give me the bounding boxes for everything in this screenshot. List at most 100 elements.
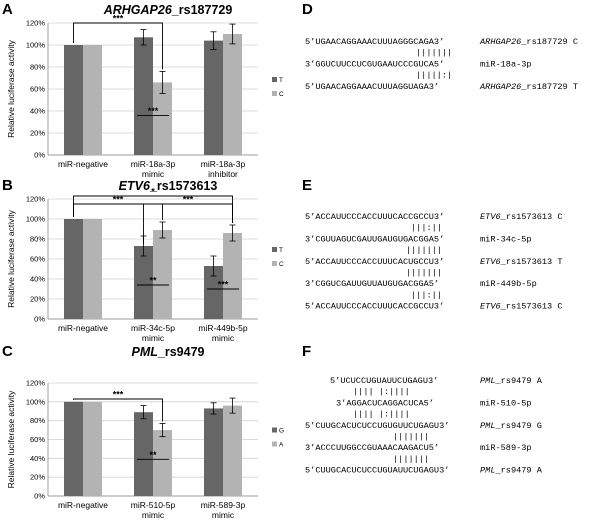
chart-c-y-axis-label: Relative luciferase activity <box>6 390 16 489</box>
chart-a-category-label: miR-negative <box>58 159 108 169</box>
chart-a-legend-swatch <box>272 77 277 82</box>
chart-b-bar <box>64 219 83 319</box>
chart-b-bar <box>83 219 102 319</box>
chart-a-category-label: miR-18a-3p <box>131 159 176 169</box>
alignment-f: 5’UCUCCUGUAUUCUGAGU3’ PML_rs9479 A|||| |:… <box>305 376 543 476</box>
chart-c-ytick-label: 80% <box>30 416 45 425</box>
alignment-e-sequence: 5’ACCAUUCCCACCUUUCACCGCCU3’ <box>305 302 444 312</box>
alignment-f-label-gene: PML <box>480 421 495 431</box>
alignment-e-label-gene: ETV6 <box>480 212 501 222</box>
chart-c-bar <box>83 401 102 496</box>
chart-c-title-gene: PML <box>132 345 158 359</box>
chart-b-category-label: mimic <box>212 333 235 343</box>
alignment-d-sequence: 5’UGAACAGGAAACUUUAGGUAGA3’ <box>305 82 439 92</box>
chart-c-legend-swatch <box>272 441 277 447</box>
chart-b-sig-label: *** <box>113 195 124 205</box>
chart-a-ytick-label: 0% <box>34 151 45 160</box>
chart-c-ytick-label: 0% <box>34 492 45 501</box>
alignment-f-label-gene: PML <box>480 466 495 476</box>
chart-c-ytick-label: 20% <box>30 473 45 482</box>
alignment-d-label-text: miR-18a-3p <box>480 59 532 69</box>
chart-b-category-label: miR-34c-5p <box>131 323 175 333</box>
chart-c: 0% 20% 40% 60% 80% 100% 120% Relative luciferas… <box>6 379 284 521</box>
chart-b-sig-label: * <box>151 187 155 197</box>
alignment-e-label: ETV6_rs1573613 T <box>480 257 563 267</box>
chart-a-bar <box>64 45 83 155</box>
chart-b-ytick-label: 20% <box>30 295 45 304</box>
chart-a-ytick-label: 80% <box>30 63 45 72</box>
alignment-e-label-text: _rs1573613 C <box>500 302 563 312</box>
chart-a-bar <box>223 34 242 155</box>
chart-b-legend-label: T <box>279 247 283 254</box>
chart-c-ytick-label: 100% <box>26 397 46 406</box>
chart-b-ytick-label: 60% <box>30 255 45 264</box>
chart-a-bar <box>134 37 153 155</box>
panel-label-c: C <box>2 343 13 360</box>
alignment-f-pairing: ||||||| <box>393 454 429 464</box>
alignment-d-label-text: _rs187729 C <box>520 37 578 47</box>
alignment-f-sequence: 3’AGGACUCAGGACUCA5’ <box>336 398 434 408</box>
chart-b: 0% 20% 40% 60% 80% 100% 120% Relative luciferas… <box>6 187 284 344</box>
chart-b-ytick-label: 80% <box>30 235 45 244</box>
chart-c-bar <box>64 401 83 496</box>
chart-b-title: ETV6_rs1573613 <box>119 179 218 193</box>
chart-a-bar <box>153 82 172 155</box>
alignment-f-label: PML_rs9479 A <box>480 376 543 386</box>
alignment-f-pairing: |||| |:|||| <box>353 387 410 397</box>
chart-c-legend-swatch <box>272 427 277 433</box>
chart-a-legend-label: C <box>279 91 284 98</box>
chart-a-ytick-label: 40% <box>30 107 45 116</box>
alignment-f-pairing: |||| |:|||| <box>353 410 410 420</box>
chart-b-sig-bracket <box>73 203 163 220</box>
alignment-f-pairing: ||||||| <box>393 432 429 442</box>
chart-a-y-axis-label: Relative luciferase activity <box>6 39 16 138</box>
chart-c-ytick-label: 120% <box>26 379 46 388</box>
chart-a-category-label: inhibitor <box>208 169 238 179</box>
chart-b-sig-label: ** <box>149 276 157 286</box>
alignment-d-label: miR-18a-3p <box>480 59 532 69</box>
chart-a-title: ARHGAP26_rs187729 <box>103 3 233 17</box>
chart-b-bar <box>204 266 223 319</box>
chart-b-title-gene: ETV6 <box>119 179 151 193</box>
chart-c-bar <box>153 430 172 496</box>
chart-a-title-gene: ARHGAP26 <box>103 3 173 17</box>
chart-c-title: PML_rs9479 <box>132 345 205 359</box>
alignment-d-sequence: 3’GGUCUUCCUCGUGAAUCCCGUCA5’ <box>305 59 444 69</box>
chart-c-bar <box>223 405 242 496</box>
alignment-f-sequence: 5’CUUGCACUCUCCUGUGUUCUGAGU3’ <box>305 421 449 431</box>
chart-c-sig-bracket <box>73 398 163 422</box>
chart-b-legend-swatch <box>272 261 277 266</box>
chart-a-sig-label: *** <box>148 106 159 116</box>
chart-a-ytick-label: 120% <box>26 19 46 28</box>
alignment-e-label-gene: ETV6 <box>480 257 501 267</box>
chart-b-sig-label: *** <box>218 280 229 290</box>
chart-b-category-label: mimic <box>142 333 165 343</box>
panel-label-f: F <box>302 343 311 360</box>
chart-b-bar <box>134 246 153 319</box>
panel-label-e: E <box>302 177 312 194</box>
chart-a-sig-bracket <box>73 22 163 70</box>
chart-a: 0% 20% 40% 60% 80% 100% 120% Relative luciferas… <box>6 14 284 180</box>
chart-c-category-label: mimic <box>142 510 165 520</box>
chart-b-ytick-label: 100% <box>26 215 46 224</box>
alignment-f-label-text: _rs9479 A <box>494 466 542 476</box>
alignment-e-sequence: 3’CGGUCGAUUGUUAUGUGACGGA5’ <box>305 279 439 289</box>
alignment-e-pairing: |||:|| <box>411 223 442 233</box>
chart-b-legend-swatch <box>272 247 277 252</box>
panel-label-b: B <box>2 177 13 194</box>
chart-b-category-label: miR-negative <box>58 323 108 333</box>
alignment-f-label-text: miR-589-3p <box>480 443 532 453</box>
chart-a-sig-label: *** <box>113 14 124 24</box>
chart-c-legend-label: A <box>279 442 284 449</box>
chart-a-bar <box>83 45 102 155</box>
chart-c-title-snp: _rs9479 <box>157 345 205 359</box>
chart-a-title-snp: _rs187729 <box>171 3 233 17</box>
chart-c-category-label: mimic <box>212 510 235 520</box>
chart-b-ytick-label: 40% <box>30 275 45 284</box>
alignment-f-label: PML_rs9479 G <box>480 421 542 431</box>
alignment-d-label-gene: ARHGAP26 <box>479 82 521 92</box>
alignment-d-label: ARHGAP26_rs187729 C <box>479 37 578 47</box>
alignment-e-pairing: ||||||| <box>406 246 442 256</box>
chart-c-category-label: miR-negative <box>58 500 108 510</box>
